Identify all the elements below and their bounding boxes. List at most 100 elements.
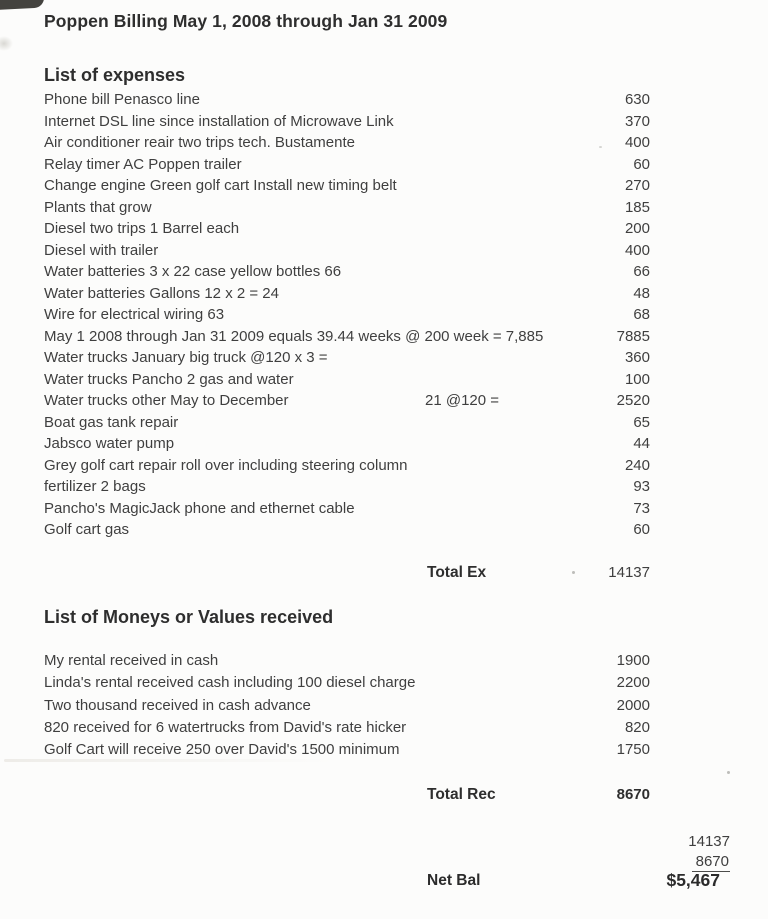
item-amount: 1900 — [616, 652, 650, 669]
expenses-section-heading: List of expenses — [44, 65, 186, 85]
received-list: My rental received in cash 1900 Linda's … — [44, 652, 650, 763]
item-amount: 370 — [624, 112, 650, 130]
item-amount: 7885 — [616, 327, 650, 345]
list-item: Pancho's MagicJack phone and ethernet ca… — [44, 500, 650, 522]
list-item: Golf cart gas 60 — [44, 521, 650, 543]
item-amount: 68 — [633, 306, 650, 323]
item-amount: 48 — [633, 284, 650, 302]
item-description: Pancho's MagicJack phone and ethernet ca… — [44, 499, 355, 517]
item-amount: 400 — [624, 134, 650, 151]
item-description: Golf Cart will receive 250 over David's … — [44, 741, 400, 759]
list-item: Relay timer AC Poppen trailer 60 — [44, 156, 650, 178]
item-description: Air conditioner reair two trips tech. Bu… — [44, 134, 355, 151]
item-amount: 1750 — [616, 741, 650, 759]
item-description: Jabsco water pump — [44, 435, 175, 452]
item-description: Linda's rental received cash including 1… — [44, 674, 416, 692]
item-description: Water trucks January big truck @120 x 3 … — [44, 349, 328, 366]
net-balance-row: Net Bal $5,467 — [44, 870, 720, 894]
received-section-heading: List of Moneys or Values received — [44, 607, 334, 627]
scan-smudge — [0, 36, 13, 51]
item-amount: 60 — [633, 155, 650, 173]
document-title: Poppen Billing May 1, 2008 through Jan 3… — [44, 11, 448, 31]
item-amount: 185 — [624, 198, 650, 216]
total-received-row: Total Rec 8670 — [44, 786, 650, 808]
list-item: Air conditioner reair two trips tech. Bu… — [44, 134, 650, 156]
scan-speck — [599, 146, 602, 148]
list-item: Jabsco water pump 44 — [44, 435, 650, 457]
item-description: My rental received in cash — [44, 652, 219, 669]
list-item: May 1 2008 through Jan 31 2009 equals 39… — [44, 328, 650, 350]
list-item: Diesel with trailer 400 — [44, 242, 650, 264]
item-amount: 270 — [624, 177, 650, 194]
item-description: Water trucks Pancho 2 gas and water — [44, 370, 294, 388]
item-amount: 93 — [633, 478, 650, 495]
list-item: Water batteries 3 x 22 case yellow bottl… — [44, 263, 650, 285]
item-amount: 2200 — [616, 674, 650, 692]
item-description: Water batteries Gallons 12 x 2 = 24 — [44, 284, 279, 302]
item-description: May 1 2008 through Jan 31 2009 equals 39… — [44, 327, 544, 345]
list-item: Boat gas tank repair 65 — [44, 414, 650, 436]
list-item: fertilizer 2 bags 93 — [44, 478, 650, 500]
item-amount: 360 — [624, 349, 650, 366]
item-amount: 66 — [633, 263, 650, 280]
list-item: Phone bill Penasco line 630 — [44, 91, 650, 113]
item-description: Golf cart gas — [44, 521, 130, 538]
list-item: Water trucks other May to December 21 @1… — [44, 392, 650, 414]
scan-speck — [572, 571, 575, 574]
summary-received-total-line: 8670 — [560, 852, 730, 872]
item-amount: 240 — [624, 456, 650, 474]
item-amount: 2000 — [616, 696, 650, 714]
item-description: Internet DSL line since installation of … — [44, 112, 394, 130]
list-item: Linda's rental received cash including 1… — [44, 674, 650, 696]
item-description: Diesel with trailer — [44, 241, 159, 259]
item-description: fertilizer 2 bags — [44, 478, 146, 495]
list-item: Plants that grow 185 — [44, 199, 650, 221]
total-expenses-label: Total Ex — [427, 564, 487, 581]
list-item: Water trucks January big truck @120 x 3 … — [44, 349, 650, 371]
list-item: Golf Cart will receive 250 over David's … — [44, 741, 650, 763]
list-item: Change engine Green golf cart Install ne… — [44, 177, 650, 199]
item-amount: 630 — [624, 91, 650, 108]
item-description: Diesel two trips 1 Barrel each — [44, 220, 240, 237]
net-balance-label: Net Bal — [427, 872, 481, 889]
expense-list: Phone bill Penasco line 630 Internet DSL… — [44, 91, 650, 543]
summary-expenses-total: 14137 — [688, 833, 730, 850]
scan-speck — [727, 771, 730, 774]
total-received-amount: 8670 — [616, 786, 650, 803]
total-received-label: Total Rec — [427, 786, 496, 803]
list-item: Wire for electrical wiring 63 68 — [44, 306, 650, 328]
item-description: Boat gas tank repair — [44, 413, 179, 431]
scan-artifact-corner — [0, 0, 45, 11]
list-item: Diesel two trips 1 Barrel each 200 — [44, 220, 650, 242]
item-amount: 400 — [624, 241, 650, 259]
list-item: Grey golf cart repair roll over includin… — [44, 457, 650, 479]
item-amount: 820 — [624, 718, 650, 736]
item-amount: 2520 — [616, 392, 650, 409]
net-balance-amount: $5,467 — [666, 870, 720, 890]
item-description: Water trucks other May to December — [44, 392, 289, 409]
item-amount: 65 — [633, 413, 650, 431]
scan-streak — [4, 759, 334, 762]
item-amount: 200 — [624, 220, 650, 237]
list-item: Water batteries Gallons 12 x 2 = 24 48 — [44, 285, 650, 307]
total-expenses-amount: 14137 — [608, 564, 650, 581]
summary-received-total: 8670 — [691, 852, 730, 872]
balance-summary: 14137 8670 — [560, 832, 730, 872]
item-description: Relay timer AC Poppen trailer — [44, 155, 242, 173]
item-description: Grey golf cart repair roll over includin… — [44, 456, 408, 474]
item-description: Phone bill Penasco line — [44, 91, 200, 108]
item-note: 21 @120 = — [425, 392, 500, 409]
item-description: Water batteries 3 x 22 case yellow bottl… — [44, 263, 342, 280]
item-amount: 60 — [633, 521, 650, 538]
scan-smudge — [92, 42, 126, 52]
list-item: Two thousand received in cash advance 20… — [44, 697, 650, 719]
list-item: Internet DSL line since installation of … — [44, 113, 650, 135]
item-description: Two thousand received in cash advance — [44, 696, 311, 714]
item-description: Change engine Green golf cart Install ne… — [44, 177, 397, 194]
item-amount: 44 — [633, 435, 650, 452]
total-expenses-row: Total Ex 14137 — [44, 564, 650, 586]
item-description: Plants that grow — [44, 198, 152, 216]
list-item: My rental received in cash 1900 — [44, 652, 650, 674]
item-description: Wire for electrical wiring 63 — [44, 306, 225, 323]
